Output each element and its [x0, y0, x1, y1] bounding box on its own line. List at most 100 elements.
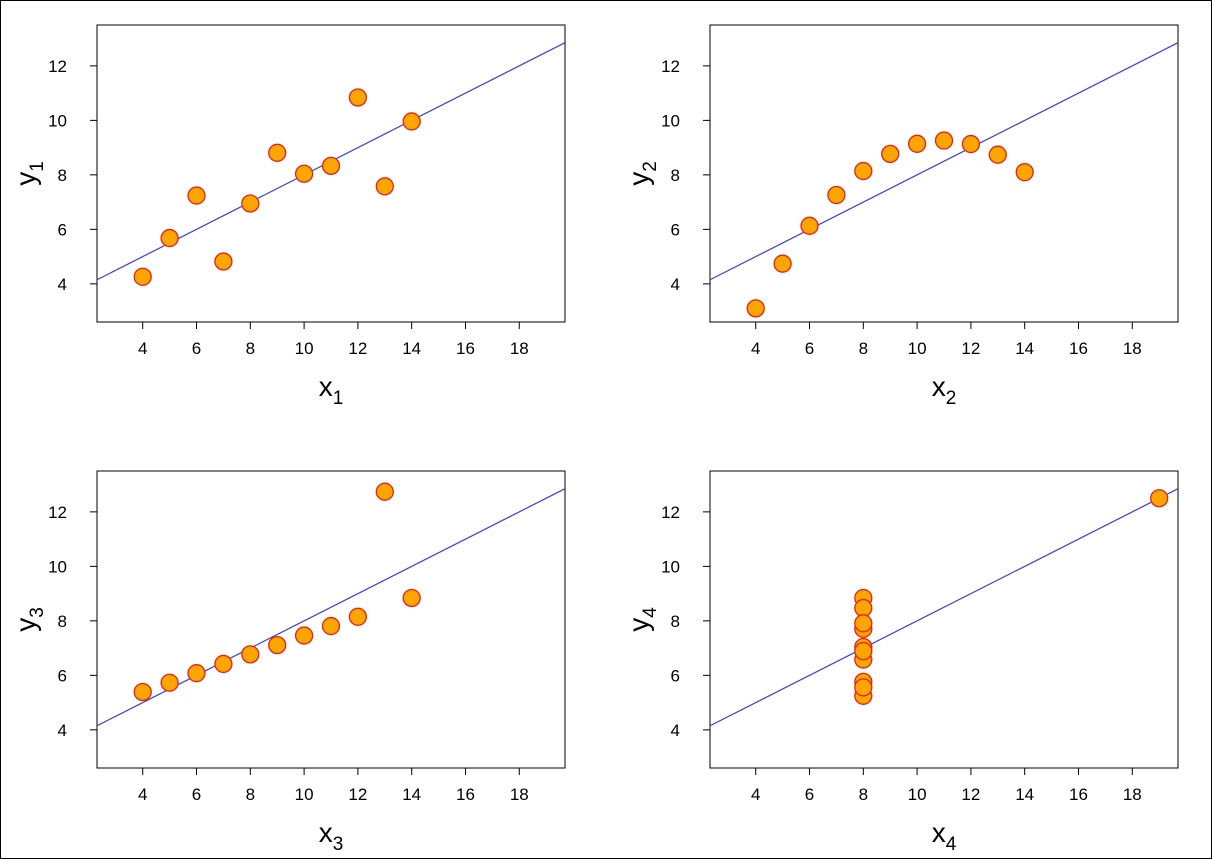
data-point [1150, 489, 1169, 508]
y-axis-label: y1 [10, 161, 48, 186]
data-point [133, 267, 152, 286]
y-axis-label: y2 [623, 161, 661, 186]
data-point [854, 161, 873, 181]
y-tick-label: 6 [671, 220, 680, 239]
x-tick-label: 10 [295, 785, 314, 804]
x-tick-label: 10 [295, 339, 314, 358]
data-point [854, 641, 873, 661]
x-tick-label: 12 [348, 339, 367, 358]
regression-line [710, 488, 1178, 727]
y-tick-label: 6 [58, 220, 67, 239]
x-tick-label: 6 [192, 339, 201, 358]
data-point [934, 131, 954, 150]
y-axis-label: y3 [10, 607, 48, 632]
data-point [294, 164, 314, 183]
y-tick-label: 12 [661, 57, 680, 76]
x-tick-label: 6 [805, 785, 814, 804]
x-tick-label: 18 [510, 339, 529, 358]
data-point [348, 88, 368, 107]
data-point [187, 664, 206, 683]
data-point [773, 254, 792, 273]
y-tick-label: 12 [48, 57, 67, 76]
x-tick-label: 8 [859, 785, 868, 804]
data-point [827, 185, 846, 205]
y-axis-label: y4 [623, 607, 661, 632]
y-tick-label: 10 [48, 111, 67, 130]
x-tick-label: 14 [1015, 339, 1034, 358]
x-axis-label: x2 [932, 371, 957, 409]
regression-line [710, 42, 1178, 281]
y-tick-label: 4 [58, 275, 67, 294]
data-point [187, 186, 206, 205]
x-tick-label: 12 [961, 785, 980, 804]
x-tick-label: 16 [456, 339, 475, 358]
x-tick-label: 6 [192, 785, 201, 804]
data-point [1015, 162, 1034, 182]
y-tick-label: 8 [58, 166, 67, 185]
y-tick-label: 6 [58, 666, 67, 685]
data-point [241, 645, 260, 664]
data-point [133, 682, 152, 702]
data-point [268, 635, 287, 655]
data-point [348, 607, 368, 626]
data-point [268, 143, 287, 162]
x-tick-label: 18 [1123, 339, 1142, 358]
y-tick-label: 12 [661, 503, 680, 522]
plot-frame [709, 470, 1179, 769]
x-axis-label: x1 [319, 371, 344, 409]
data-point [854, 614, 873, 633]
data-point [375, 482, 394, 501]
y-tick-label: 12 [48, 503, 67, 522]
y-tick-label: 4 [671, 721, 680, 740]
x-tick-label: 10 [908, 339, 927, 358]
data-point [907, 134, 927, 153]
x-tick-label: 14 [1015, 785, 1034, 804]
data-point [854, 678, 873, 697]
data-point [321, 156, 341, 176]
data-point [321, 616, 341, 636]
y-tick-label: 4 [671, 275, 680, 294]
x-tick-label: 8 [246, 339, 255, 358]
data-point [160, 228, 179, 248]
x-tick-label: 16 [1069, 339, 1088, 358]
data-point [800, 216, 819, 235]
x-tick-label: 8 [246, 785, 255, 804]
x-axis-label: x4 [932, 817, 957, 855]
data-point [294, 626, 314, 645]
x-tick-label: 4 [138, 339, 147, 358]
data-point [988, 145, 1007, 164]
x-tick-label: 4 [751, 339, 760, 358]
data-point [241, 194, 260, 213]
x-tick-label: 4 [751, 785, 760, 804]
x-tick-label: 14 [402, 339, 421, 358]
y-tick-label: 10 [48, 557, 67, 576]
data-point [854, 598, 873, 618]
data-point [402, 588, 421, 608]
x-tick-label: 18 [1123, 785, 1142, 804]
y-tick-label: 8 [671, 612, 680, 631]
plot-frame [96, 470, 566, 769]
x-tick-label: 16 [1069, 785, 1088, 804]
x-tick-label: 6 [805, 339, 814, 358]
data-point [214, 252, 233, 271]
x-tick-label: 10 [908, 785, 927, 804]
data-point [214, 654, 233, 674]
data-point [746, 299, 765, 318]
x-tick-label: 16 [456, 785, 475, 804]
plot-frame [709, 24, 1179, 323]
plot-frame [96, 24, 566, 323]
y-tick-label: 10 [661, 111, 680, 130]
y-tick-label: 8 [58, 612, 67, 631]
y-tick-label: 4 [58, 721, 67, 740]
x-axis-label: x3 [319, 817, 344, 855]
data-point [961, 134, 981, 154]
x-tick-label: 12 [348, 785, 367, 804]
x-tick-label: 4 [138, 785, 147, 804]
data-point [881, 144, 900, 164]
x-tick-label: 12 [961, 339, 980, 358]
